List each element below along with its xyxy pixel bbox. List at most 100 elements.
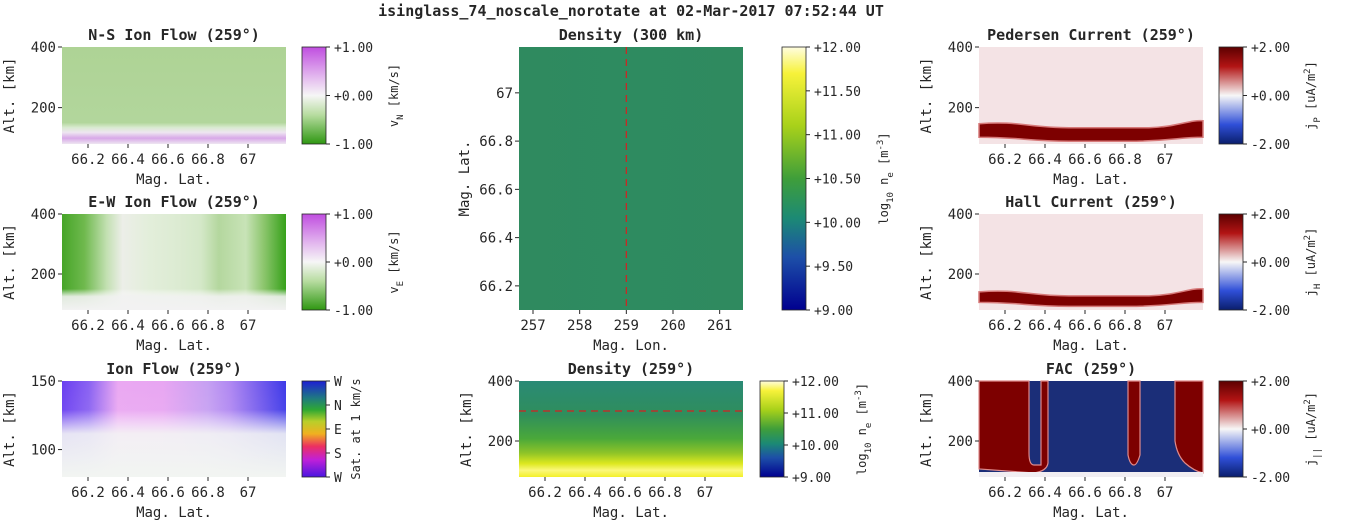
x-tick-label: 67: [240, 152, 257, 168]
panel-ion-flow: 66.2 66.4 66.6 66.8 67 150 100 Mag. Lat. Alt. [k…: [2, 360, 363, 521]
colorbar-tick-label: +0.00: [334, 90, 373, 105]
y-axis-label: Alt. [km]: [459, 391, 475, 467]
x-tick-label: 66.6: [151, 318, 185, 334]
y-axis-label: Alt. [km]: [2, 391, 18, 467]
colorbar-tick-label: +1.00: [334, 41, 373, 56]
colorbar: [1218, 213, 1244, 311]
y-tick-label: 400: [31, 40, 56, 56]
y-tick-label: 150: [31, 374, 56, 390]
x-tick-label: 67: [240, 485, 257, 501]
x-axis-label: Mag. Lon.: [593, 338, 669, 354]
fac-upward-region: [978, 380, 1049, 474]
x-tick-label: 260: [660, 318, 685, 334]
colorbar-label: log10 ne [m-3]: [854, 383, 874, 475]
colorbar-label: jP [uA/m2]: [1303, 61, 1323, 130]
panel-title: Pedersen Current (259°): [987, 26, 1195, 44]
x-tick-label: 67: [1157, 152, 1174, 168]
x-tick-label: 66.2: [71, 152, 105, 168]
x-tick-label: 66.6: [151, 152, 185, 168]
y-tick-label: 200: [948, 267, 973, 283]
colorbar-tick-label: S: [334, 447, 342, 462]
colorbar-tick-label: +1.00: [334, 208, 373, 223]
y-axis-label: Alt. [km]: [919, 224, 935, 300]
colorbar-tick-label: +10.00: [792, 439, 839, 454]
panel-density-alt: 66.2 66.4 66.6 66.8 67 400 200 Mag. Lat. Alt. [k…: [459, 360, 874, 521]
colorbar-tick-label: +9.50: [814, 260, 853, 275]
x-tick-label: 66.2: [71, 318, 105, 334]
colorbar-tick-label: N: [334, 399, 342, 414]
x-tick-label: 66.8: [191, 152, 225, 168]
colorbar: [1218, 380, 1244, 478]
colorbar-tick-label: -2.00: [1251, 304, 1290, 319]
colorbar-tick-label: W: [334, 471, 342, 486]
x-axis-label: Mag. Lat.: [1053, 172, 1129, 188]
x-axis-label: Mag. Lat.: [136, 338, 212, 354]
panel-title: Density (300 km): [559, 26, 704, 44]
colorbar-tick-label: +2.00: [1251, 375, 1290, 390]
y-tick-label: 66.4: [479, 231, 513, 247]
colorbar-tick-label: +0.00: [334, 256, 373, 271]
x-tick-label: 66.6: [1068, 152, 1102, 168]
colorbar-tick-label: +11.00: [814, 129, 861, 144]
colorbar-label: j|| [uA/m2]: [1303, 392, 1323, 466]
panel-title: FAC (259°): [1046, 360, 1136, 378]
x-tick-label: 258: [567, 318, 592, 334]
current-layer: [978, 288, 1204, 308]
colorbar-tick-label: -2.00: [1251, 138, 1290, 153]
x-tick-label: 67: [1157, 318, 1174, 334]
colorbar-tick-label: +9.00: [814, 304, 853, 319]
panel-fac: 66.2 66.4 66.6 66.8 67 400 200 Mag. Lat. Alt. [k…: [919, 360, 1323, 521]
colorbar-tick-label: -1.00: [334, 138, 373, 153]
y-axis-label: Alt. [km]: [2, 58, 18, 134]
x-tick-label: 261: [707, 318, 732, 334]
y-axis-label: Alt. [km]: [919, 391, 935, 467]
x-tick-label: 66.8: [1108, 485, 1142, 501]
y-tick-label: 200: [948, 434, 973, 450]
colorbar-tick-label: +2.00: [1251, 208, 1290, 223]
x-tick-label: 66.6: [1068, 318, 1102, 334]
y-axis-label: Mag. Lat.: [457, 141, 473, 217]
y-axis-label: Alt. [km]: [2, 224, 18, 300]
y-tick-label: 200: [948, 101, 973, 117]
panel-ew-flow: 66.2 66.4 66.6 66.8 67 400 200 Mag. Lat. Alt. [k…: [2, 193, 406, 354]
x-axis-label: Mag. Lat.: [1053, 338, 1129, 354]
colorbar: [301, 213, 327, 311]
x-tick-label: 66.4: [111, 485, 145, 501]
heatmap-fill: [519, 47, 743, 310]
colorbar-tick-label: +11.50: [814, 85, 861, 100]
x-tick-label: 66.4: [1028, 152, 1062, 168]
y-axis-label: Alt. [km]: [919, 58, 935, 134]
colorbar-tick-label: E: [334, 423, 342, 438]
x-tick-label: 66.4: [1028, 318, 1062, 334]
x-axis-label: Mag. Lat.: [136, 505, 212, 521]
x-tick-label: 66.8: [191, 318, 225, 334]
fac-upward-region: [1127, 380, 1141, 466]
x-tick-label: 66.8: [648, 485, 682, 501]
colorbar-tick-label: +10.00: [814, 216, 861, 231]
y-tick-label: 400: [948, 40, 973, 56]
panel-title: Hall Current (259°): [1005, 193, 1177, 211]
x-tick-label: 66.6: [1068, 485, 1102, 501]
heatmap-fade: [62, 214, 286, 310]
x-tick-label: 66.8: [1108, 152, 1142, 168]
x-tick-label: 67: [240, 318, 257, 334]
colorbar: [301, 46, 327, 145]
colorbar-tick-label: -2.00: [1251, 471, 1290, 486]
colorbar: [301, 380, 327, 478]
colorbar-tick-label: +0.00: [1251, 256, 1290, 271]
colorbar-tick-label: +2.00: [1251, 41, 1290, 56]
colorbar: [781, 46, 807, 311]
colorbar-tick-label: -1.00: [334, 304, 373, 319]
panel-title: Ion Flow (259°): [106, 360, 241, 378]
colorbar: [1218, 46, 1244, 145]
fac-bottom-band: [979, 472, 1203, 477]
colorbar-tick-label: +12.00: [814, 41, 861, 56]
y-tick-label: 100: [31, 443, 56, 459]
panel-pedersen: 66.2 66.4 66.6 66.8 67 400 200 Mag. Lat. Alt. [k…: [919, 26, 1323, 188]
x-tick-label: 66.8: [191, 485, 225, 501]
x-tick-label: 66.4: [111, 318, 145, 334]
y-tick-label: 200: [488, 434, 513, 450]
x-tick-label: 66.2: [988, 485, 1022, 501]
x-axis-label: Mag. Lat.: [1053, 505, 1129, 521]
x-tick-label: 259: [614, 318, 639, 334]
